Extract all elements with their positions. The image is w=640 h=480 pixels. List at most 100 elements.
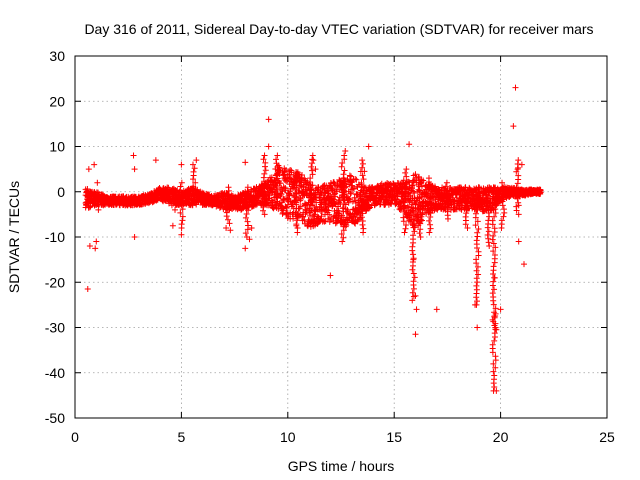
spike-point xyxy=(244,218,251,225)
spike-point xyxy=(489,341,496,348)
spike-point xyxy=(491,322,498,329)
spike-point xyxy=(340,204,347,211)
spike-point xyxy=(245,207,252,214)
spike-point xyxy=(359,206,366,213)
spike-point xyxy=(490,278,497,285)
outlier-point xyxy=(130,152,137,159)
spike-point xyxy=(339,160,346,167)
outlier-point xyxy=(152,157,159,164)
spike-point xyxy=(428,182,435,189)
data-point xyxy=(412,171,419,178)
spike-point xyxy=(261,152,268,159)
spike-point xyxy=(359,157,366,164)
x-tick-label: 0 xyxy=(71,429,79,445)
data-point xyxy=(268,174,275,181)
spike-point xyxy=(340,234,347,241)
spike-point xyxy=(464,206,471,213)
spike-point xyxy=(225,195,232,202)
data-point xyxy=(84,185,91,192)
spike-point xyxy=(308,186,315,193)
spike-point xyxy=(358,214,365,221)
data-point xyxy=(537,186,544,193)
spike-point xyxy=(428,190,435,197)
spike-point xyxy=(490,318,497,325)
spike-point xyxy=(486,243,493,250)
outlier-point xyxy=(265,116,272,123)
spike-point xyxy=(401,229,408,236)
spike-point xyxy=(445,197,452,204)
spike-point xyxy=(359,160,366,167)
outlier-point xyxy=(412,292,419,299)
spike-point xyxy=(475,195,482,202)
spike-point xyxy=(427,206,434,213)
data-point xyxy=(336,210,343,217)
data-point xyxy=(332,193,339,200)
spike-point xyxy=(515,172,522,179)
spike-point xyxy=(294,217,301,224)
spike-point xyxy=(475,248,482,255)
x-tick-label: 25 xyxy=(599,429,615,445)
spike-point xyxy=(474,218,481,225)
data-point xyxy=(326,211,333,218)
spike-point xyxy=(226,205,233,212)
spike-point xyxy=(515,188,522,195)
spike-point xyxy=(403,181,410,188)
data-point xyxy=(415,186,422,193)
y-tick-label: 10 xyxy=(49,139,65,155)
spike-point xyxy=(492,202,499,209)
x-tick-label: 20 xyxy=(493,429,509,445)
spike-point xyxy=(308,194,315,201)
spike-point xyxy=(472,210,479,217)
plot-frame xyxy=(74,55,608,419)
chart-title: Day 316 of 2011, Sidereal Day-to-day VTE… xyxy=(84,21,593,37)
spike-point xyxy=(273,179,280,186)
spike-point xyxy=(245,222,252,229)
spike-point xyxy=(490,232,497,239)
outlier-point xyxy=(406,141,413,148)
spike-point xyxy=(341,189,348,196)
data-point xyxy=(288,167,295,174)
spike-point xyxy=(490,240,497,247)
spike-point xyxy=(273,160,280,167)
spike-point xyxy=(402,210,409,217)
spike-point xyxy=(410,251,417,258)
spike-point xyxy=(192,179,199,186)
spike-point xyxy=(274,190,281,197)
spike-point xyxy=(358,195,365,202)
data-point xyxy=(346,196,353,203)
data-point xyxy=(349,186,356,193)
outlier-point xyxy=(242,245,249,252)
spike-point xyxy=(473,203,480,210)
spike-point xyxy=(292,186,299,193)
spike-point xyxy=(485,228,492,235)
spike-point xyxy=(359,191,366,198)
data-point xyxy=(409,182,416,189)
spike-point xyxy=(491,251,498,258)
data-point xyxy=(317,189,324,196)
data-point xyxy=(297,196,304,203)
spike-point xyxy=(473,282,480,289)
spike-point xyxy=(444,186,451,193)
spike-point xyxy=(473,206,480,213)
spike-point xyxy=(410,278,417,285)
spike-point xyxy=(341,152,348,159)
spike-point xyxy=(411,213,418,220)
outlier-point xyxy=(91,161,98,168)
spike-point xyxy=(409,201,416,208)
outlier-point xyxy=(227,227,234,234)
spike-point xyxy=(402,225,409,232)
spike-point xyxy=(491,384,498,391)
spike-point xyxy=(489,217,496,224)
spike-point xyxy=(484,198,491,205)
spike-point xyxy=(400,177,407,184)
spike-point xyxy=(485,206,492,213)
spike-point xyxy=(178,194,185,201)
spike-point xyxy=(514,160,521,167)
outlier-point xyxy=(493,326,500,333)
spike-point xyxy=(411,197,418,204)
spike-point xyxy=(294,170,301,177)
data-point xyxy=(351,194,358,201)
spike-point xyxy=(292,209,299,216)
spike-point xyxy=(309,171,316,178)
